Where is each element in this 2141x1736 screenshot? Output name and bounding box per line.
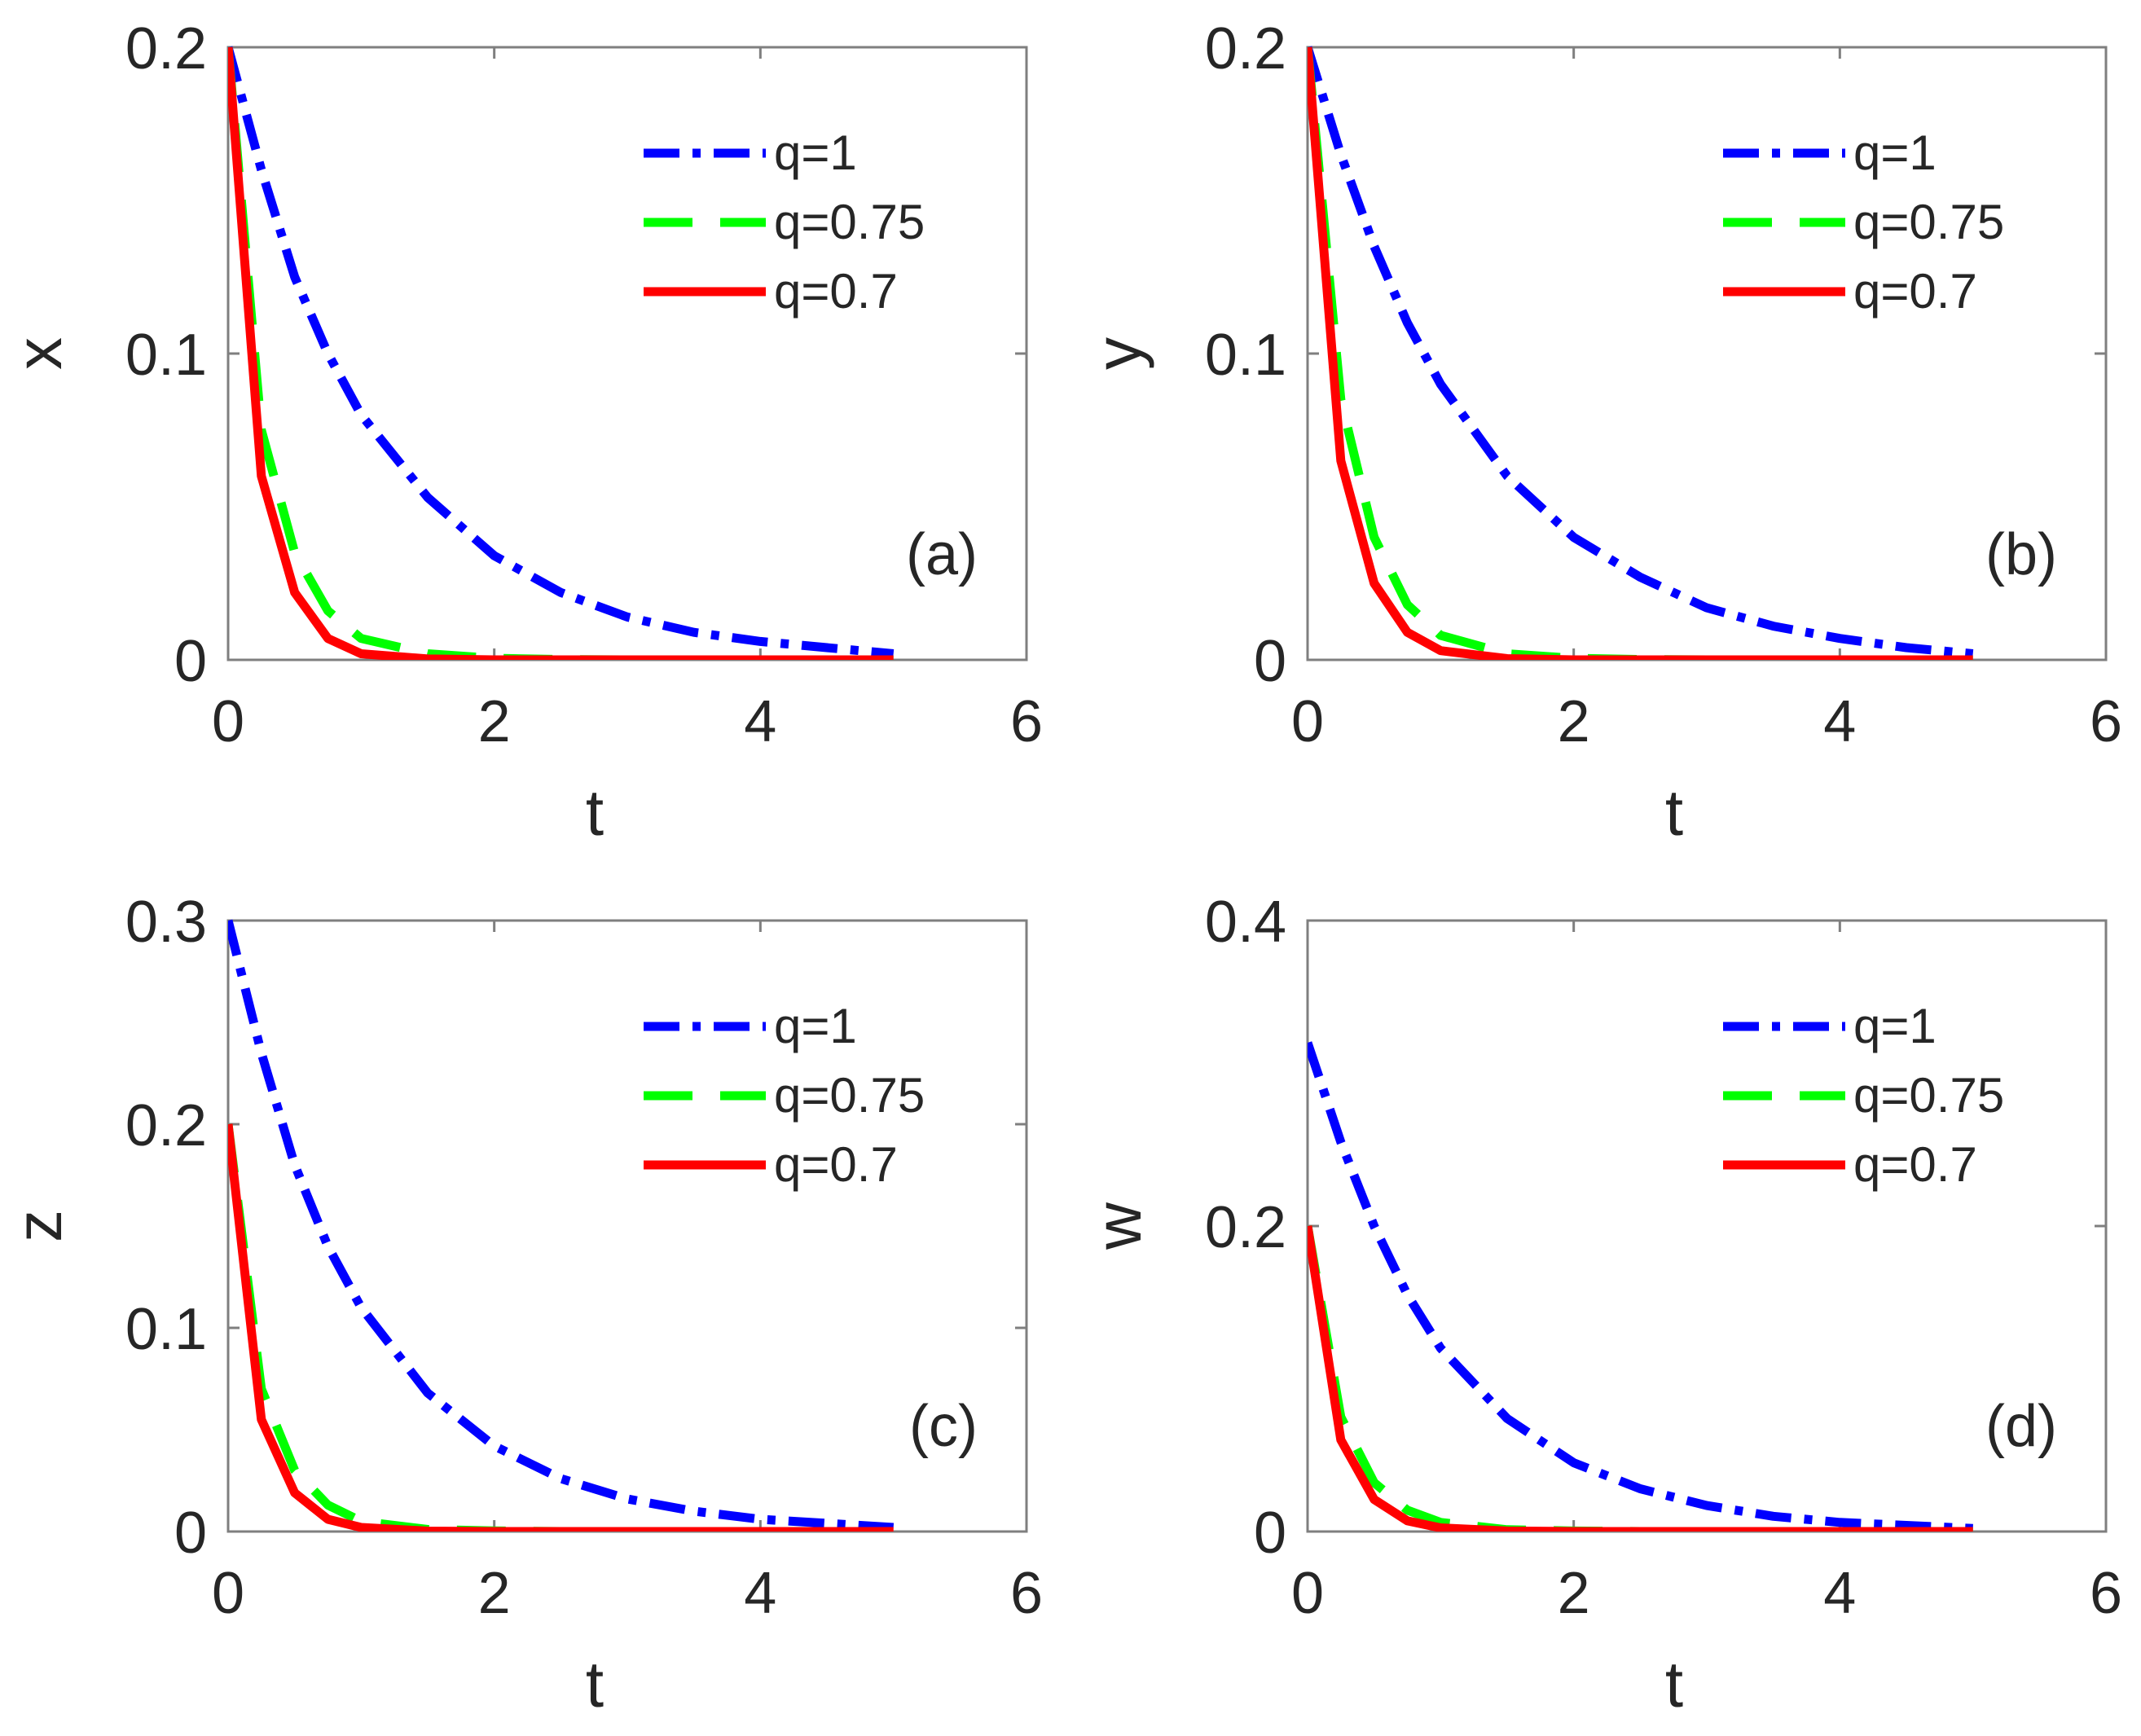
- x-tick-label: 6: [1010, 1561, 1043, 1626]
- x-axis-label: t: [586, 1648, 604, 1721]
- y-tick-label: 0.2: [1205, 1195, 1286, 1260]
- y-tick-label: 0: [1254, 1501, 1286, 1566]
- x-tick-label: 0: [212, 689, 244, 754]
- legend-label: q=0.75: [774, 1068, 925, 1123]
- y-tick-label: 0: [1254, 629, 1286, 694]
- chart-panel-4: 0 2 4 6 0 0.2 0.4 t w q=1 q=0.75 q=0.7 (d): [1082, 890, 2122, 1721]
- plot-frame: [226, 919, 1028, 1533]
- series-line-q-0-7: [228, 1123, 894, 1532]
- chart-panel-1: 0 2 4 6 0 0.1 0.2 t x q=1 q=0.75 q=0.7 (a): [2, 16, 1043, 849]
- panel-label: (d): [1985, 1394, 2057, 1459]
- legend-label: q=1: [774, 999, 857, 1053]
- chart-panel-3: 0 2 4 6 0 0.1 0.2 0.3 t z q=1 q=0.75 q=0.7 (c): [2, 890, 1043, 1721]
- panel-label: (b): [1985, 522, 2057, 587]
- series-line-q-0-7: [1308, 46, 1973, 660]
- x-tick-label: 6: [2090, 689, 2122, 754]
- y-tick-label: 0.1: [1205, 323, 1286, 388]
- series-line-q-1: [1308, 1041, 1973, 1532]
- x-tick-label: 0: [212, 1561, 244, 1626]
- x-axis-label: t: [1665, 1648, 1683, 1721]
- x-tick-label: 0: [1291, 689, 1324, 754]
- legend-label: q=1: [1853, 999, 1937, 1053]
- series-line-q-0-7: [228, 46, 894, 660]
- legend-label: q=0.75: [1853, 195, 2004, 249]
- x-tick-label: 4: [744, 1561, 776, 1626]
- series-line-q-1: [228, 46, 895, 658]
- legend-label: q=0.7: [774, 1137, 898, 1192]
- y-tick-label: 0.2: [125, 16, 207, 81]
- x-tick-label: 2: [478, 1561, 511, 1626]
- legend-label: q=0.7: [1853, 1137, 1977, 1192]
- x-tick-label: 2: [1558, 1561, 1590, 1626]
- series-line-q-0-7: [1308, 1225, 1973, 1532]
- x-tick-label: 4: [744, 689, 776, 754]
- legend-label: q=0.7: [1853, 264, 1977, 319]
- x-tick-label: 2: [478, 689, 511, 754]
- legend-label: q=0.75: [1853, 1068, 2004, 1123]
- y-tick-label: 0: [174, 629, 207, 694]
- y-tick-label: 0.4: [1205, 890, 1286, 955]
- legend-label: q=0.7: [774, 264, 898, 319]
- x-axis-label: t: [1665, 776, 1683, 849]
- panel-label: (c): [909, 1394, 978, 1459]
- x-tick-label: 6: [2090, 1561, 2122, 1626]
- y-axis-label: y: [1082, 337, 1154, 370]
- y-tick-label: 0.1: [125, 1297, 207, 1362]
- x-tick-label: 0: [1291, 1561, 1324, 1626]
- panel-label: (a): [906, 522, 978, 587]
- chart-panel-2: 0 2 4 6 0 0.1 0.2 t y q=1 q=0.75 q=0.7 (b): [1082, 16, 2122, 849]
- legend-label: q=1: [1853, 125, 1937, 180]
- x-tick-label: 4: [1823, 1561, 1856, 1626]
- x-tick-label: 2: [1558, 689, 1590, 754]
- legend-label: q=1: [774, 125, 857, 180]
- y-tick-label: 0.1: [125, 323, 207, 388]
- y-axis-label: w: [1082, 1202, 1154, 1250]
- series-line-q-0-75: [1308, 46, 1973, 660]
- series-line-q-1: [1308, 46, 1974, 658]
- x-tick-label: 6: [1010, 689, 1043, 754]
- y-tick-label: 0: [174, 1501, 207, 1566]
- y-axis-label: x: [2, 337, 75, 370]
- y-tick-label: 0.3: [125, 890, 207, 955]
- y-tick-label: 0.2: [125, 1093, 207, 1158]
- y-tick-label: 0.2: [1205, 16, 1286, 81]
- y-axis-label: z: [2, 1210, 75, 1242]
- legend-label: q=0.75: [774, 195, 925, 249]
- x-tick-label: 4: [1823, 689, 1856, 754]
- x-axis-label: t: [586, 776, 604, 849]
